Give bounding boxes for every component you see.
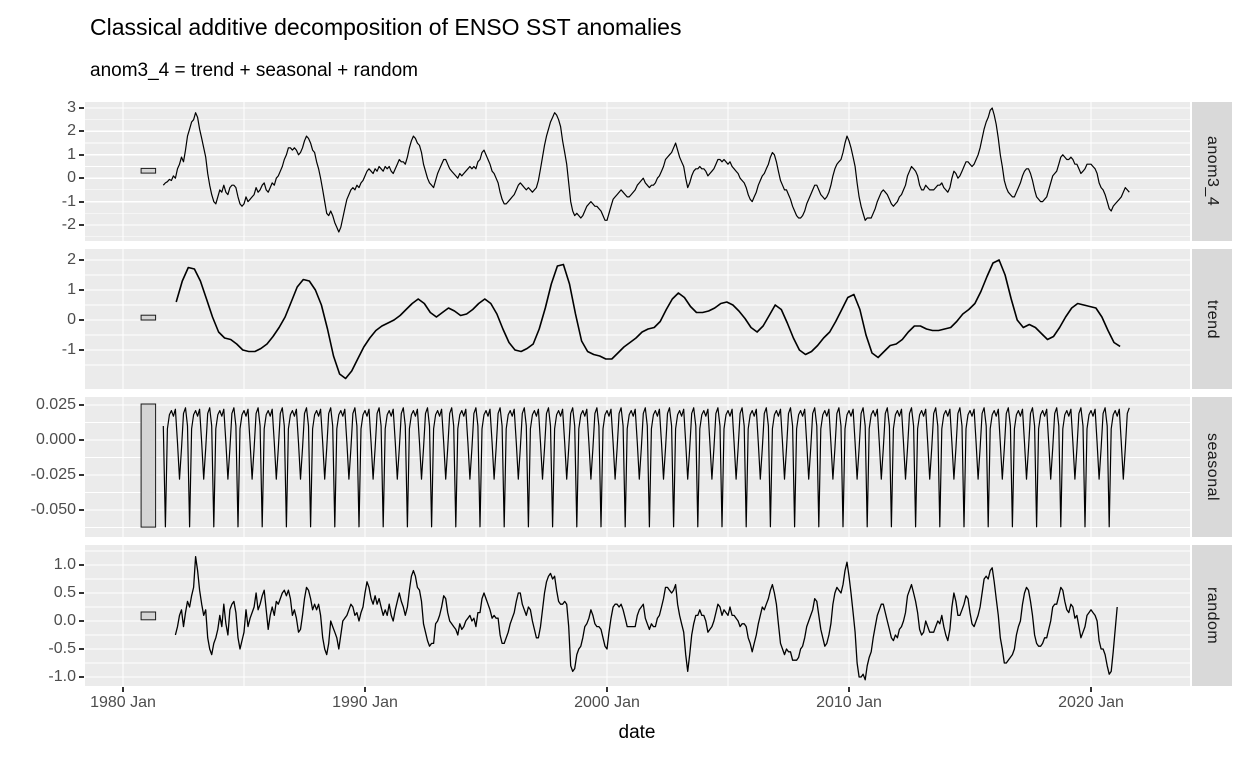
panel-background	[85, 249, 1190, 389]
y-tick-label: 0.000	[35, 430, 76, 448]
x-axis-title: date	[618, 722, 656, 743]
facet-strip-random: random	[1192, 545, 1232, 686]
y-tick-label: 0	[67, 311, 76, 328]
y-tick-label: 1	[67, 145, 76, 163]
y-tick-mark	[79, 200, 84, 203]
y-tick-mark	[79, 403, 84, 406]
x-tick-mark	[848, 687, 850, 692]
x-tick-mark	[121, 687, 124, 692]
y-tick-mark	[79, 349, 84, 351]
facet-strip-seasonal: seasonal	[1192, 397, 1232, 537]
y-tick-label: 3	[67, 98, 76, 116]
y-tick-label: -0.025	[30, 465, 76, 483]
panel-trend	[85, 249, 1190, 389]
y-tick-label: -0.050	[30, 500, 76, 518]
relative-scale-bar	[140, 611, 157, 621]
series-line-random	[174, 555, 1118, 681]
y-tick-label: 1	[67, 281, 76, 298]
y-tick-label: -1	[61, 192, 76, 210]
y-tick-mark	[79, 130, 84, 133]
panel-seasonal	[85, 397, 1190, 537]
x-tick-label: 2010 Jan	[816, 694, 882, 711]
y-tick-mark	[79, 619, 84, 622]
y-tick-mark	[79, 289, 84, 291]
y-tick-mark	[79, 438, 84, 441]
facet-strip-label: random	[1204, 586, 1221, 645]
facet-strip-label: trend	[1204, 299, 1221, 339]
x-tick-label: 1990 Jan	[332, 694, 398, 711]
x-tick-mark	[606, 687, 608, 692]
y-tick-label: -0.5	[48, 639, 76, 657]
plot-subtitle: anom3_4 = trend + seasonal + random	[90, 60, 418, 81]
facet-strip-trend: trend	[1192, 249, 1232, 389]
x-tick-mark	[1090, 687, 1093, 692]
x-tick-mark	[364, 687, 366, 692]
panel-random	[85, 545, 1190, 686]
y-tick-label: -1	[61, 341, 76, 358]
relative-scale-bar	[140, 314, 157, 321]
y-tick-mark	[79, 563, 84, 566]
plot-title: Classical additive decomposition of ENSO…	[90, 14, 682, 40]
facet-strip-anom3_4: anom3_4	[1192, 102, 1232, 241]
panel-background	[85, 102, 1190, 241]
x-tick-label: 2020 Jan	[1058, 694, 1124, 711]
panel-anom3_4	[85, 102, 1190, 241]
y-tick-label: 2	[67, 122, 76, 140]
y-tick-mark	[79, 177, 84, 180]
y-tick-label: -1.0	[48, 667, 76, 685]
y-tick-mark	[79, 647, 84, 650]
y-tick-mark	[79, 591, 84, 594]
y-tick-label: 0.5	[53, 583, 76, 601]
y-tick-label: 2	[67, 251, 76, 268]
y-tick-label: -2	[61, 215, 76, 233]
panel-background	[85, 397, 1190, 537]
y-tick-mark	[79, 153, 84, 156]
x-tick-label: 1980 Jan	[90, 694, 156, 711]
x-tick-label: 2000 Jan	[574, 694, 640, 711]
series-line-trend	[175, 259, 1121, 380]
relative-scale-bar	[140, 167, 157, 174]
y-tick-label: 0.025	[35, 395, 76, 413]
y-tick-label: 1.0	[53, 555, 76, 573]
relative-scale-bar	[140, 403, 157, 528]
facet-strip-label: seasonal	[1204, 432, 1221, 502]
y-tick-label: 0.0	[53, 611, 76, 629]
y-tick-mark	[79, 508, 84, 511]
y-tick-label: 0	[67, 169, 76, 187]
y-tick-mark	[79, 223, 84, 226]
y-tick-mark	[79, 106, 84, 109]
y-tick-mark	[79, 473, 84, 476]
series-line-seasonal	[162, 407, 1130, 528]
series-line-anom3_4	[162, 107, 1130, 233]
y-tick-mark	[79, 259, 84, 261]
y-tick-mark	[79, 319, 84, 321]
y-tick-mark	[79, 675, 84, 678]
facet-strip-label: anom3_4	[1204, 136, 1221, 207]
